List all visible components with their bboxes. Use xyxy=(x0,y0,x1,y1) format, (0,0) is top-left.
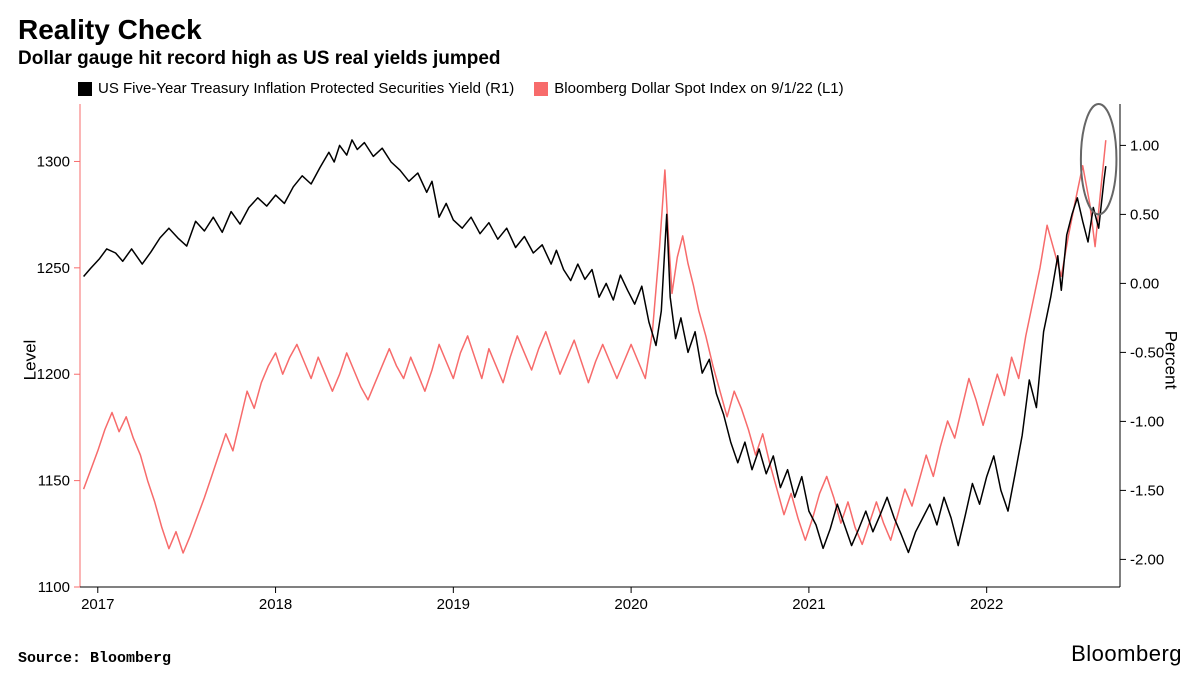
svg-text:1.00: 1.00 xyxy=(1130,137,1159,154)
chart-area: Level Percent 1100 1150 1200 1250 1300 -2.00 -… xyxy=(18,98,1182,621)
svg-text:2018: 2018 xyxy=(259,596,292,613)
svg-text:0.50: 0.50 xyxy=(1130,206,1159,223)
svg-text:0.00: 0.00 xyxy=(1130,275,1159,292)
legend: US Five-Year Treasury Inflation Protecte… xyxy=(18,80,1182,97)
chart-title: Reality Check xyxy=(18,14,1182,46)
svg-text:2019: 2019 xyxy=(437,596,470,613)
legend-item-dxy: Bloomberg Dollar Spot Index on 9/1/22 (L… xyxy=(534,80,843,97)
svg-text:1200: 1200 xyxy=(37,366,70,383)
svg-text:1250: 1250 xyxy=(37,260,70,277)
svg-text:1300: 1300 xyxy=(37,153,70,170)
legend-label-tips: US Five-Year Treasury Inflation Protecte… xyxy=(98,80,514,97)
svg-text:1100: 1100 xyxy=(38,579,70,596)
svg-text:-1.00: -1.00 xyxy=(1130,413,1164,430)
svg-text:2017: 2017 xyxy=(81,596,114,613)
source-text: Source: Bloomberg xyxy=(18,650,171,667)
brand-text: Bloomberg xyxy=(1071,641,1182,667)
svg-text:-2.00: -2.00 xyxy=(1130,551,1164,568)
svg-text:2022: 2022 xyxy=(970,596,1003,613)
legend-item-tips: US Five-Year Treasury Inflation Protecte… xyxy=(78,80,514,97)
chart-subtitle: Dollar gauge hit record high as US real … xyxy=(18,48,1182,70)
svg-text:2020: 2020 xyxy=(614,596,647,613)
plot-svg: 1100 1150 1200 1250 1300 -2.00 -1.50 -1.00 -0.50… xyxy=(18,98,1182,621)
legend-label-dxy: Bloomberg Dollar Spot Index on 9/1/22 (L… xyxy=(554,80,843,97)
svg-text:1150: 1150 xyxy=(38,473,70,490)
left-axis-label: Level xyxy=(20,339,40,380)
svg-text:2021: 2021 xyxy=(792,596,825,613)
svg-text:-0.50: -0.50 xyxy=(1130,344,1164,361)
legend-swatch-tips xyxy=(78,82,92,96)
right-axis-label: Percent xyxy=(1161,330,1181,389)
svg-text:-1.50: -1.50 xyxy=(1130,482,1164,499)
legend-swatch-dxy xyxy=(534,82,548,96)
